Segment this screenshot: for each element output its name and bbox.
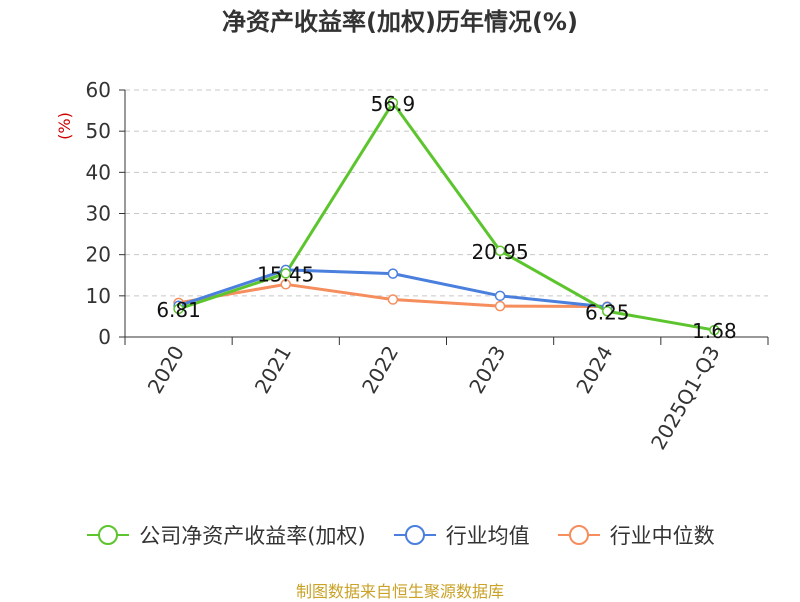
- y-tick-label: 0: [98, 325, 111, 349]
- legend-label: 行业中位数: [609, 524, 715, 548]
- source-note: 制图数据来自恒生聚源数据库: [295, 582, 504, 601]
- legend-label: 行业均值: [445, 524, 530, 548]
- x-tick-label: 2023: [464, 342, 510, 398]
- series-point: [280, 279, 291, 290]
- axes: 0 10 20 30 40 50 60 (%) 2020 2021 2022 2023 2024 2025…: [55, 78, 769, 454]
- x-tick-label: 2025Q1-Q3: [646, 342, 725, 454]
- x-tick-label: 2024: [571, 342, 617, 398]
- y-tick-label: 10: [86, 284, 111, 308]
- series-points: [173, 97, 720, 336]
- y-tick-label: 50: [86, 119, 111, 143]
- legend-label: 公司净资产收益率(加权): [139, 524, 366, 548]
- y-tick-label: 40: [86, 160, 111, 184]
- x-tick-label: 2021: [250, 342, 296, 398]
- legend-item: 行业中位数: [556, 520, 715, 550]
- y-tick-label: 60: [86, 78, 111, 102]
- data-labels: 6.81 15.45 56.9 20.95 6.25 1.68: [156, 92, 736, 343]
- data-label: 56.9: [371, 92, 416, 116]
- data-label: 15.45: [257, 262, 314, 286]
- series-point: [387, 294, 399, 305]
- line-chart: 0 10 20 30 40 50 60 (%) 2020 2021 2022 2023 2024 2025…: [55, 78, 769, 454]
- series-point: [494, 245, 506, 257]
- series-point: [173, 303, 184, 315]
- y-tick-label: 30: [86, 202, 111, 226]
- series-lines: [178, 101, 715, 332]
- series-point: [387, 97, 399, 109]
- legend-line-circle-icon: [557, 525, 600, 545]
- x-tick-label: 2020: [143, 342, 189, 398]
- y-tick-label: 20: [86, 243, 111, 267]
- data-label: 6.81: [156, 298, 201, 322]
- series-point: [602, 306, 613, 317]
- data-label: 6.25: [585, 300, 630, 324]
- chart-title: 净资产收益率(加权)历年情况(%): [222, 8, 578, 36]
- legend-line-circle-icon: [393, 525, 436, 545]
- series-point: [280, 268, 291, 279]
- grid-lines: [125, 89, 768, 297]
- data-label: 1.68: [692, 319, 737, 343]
- series-point: [387, 268, 399, 279]
- series-point: [709, 324, 720, 336]
- data-label: 20.95: [471, 240, 528, 264]
- series-point: [494, 290, 506, 302]
- y-axis-label: (%): [55, 112, 74, 140]
- legend-line-circle-icon: [87, 525, 130, 545]
- x-tick-label: 2022: [357, 342, 403, 398]
- legend: 公司净资产收益率(加权) 行业均值 行业中位数: [0, 520, 800, 550]
- legend-item: 公司净资产收益率(加权): [85, 520, 366, 550]
- series-line: [178, 101, 715, 332]
- legend-item: 行业均值: [392, 520, 530, 550]
- series-point: [494, 300, 506, 312]
